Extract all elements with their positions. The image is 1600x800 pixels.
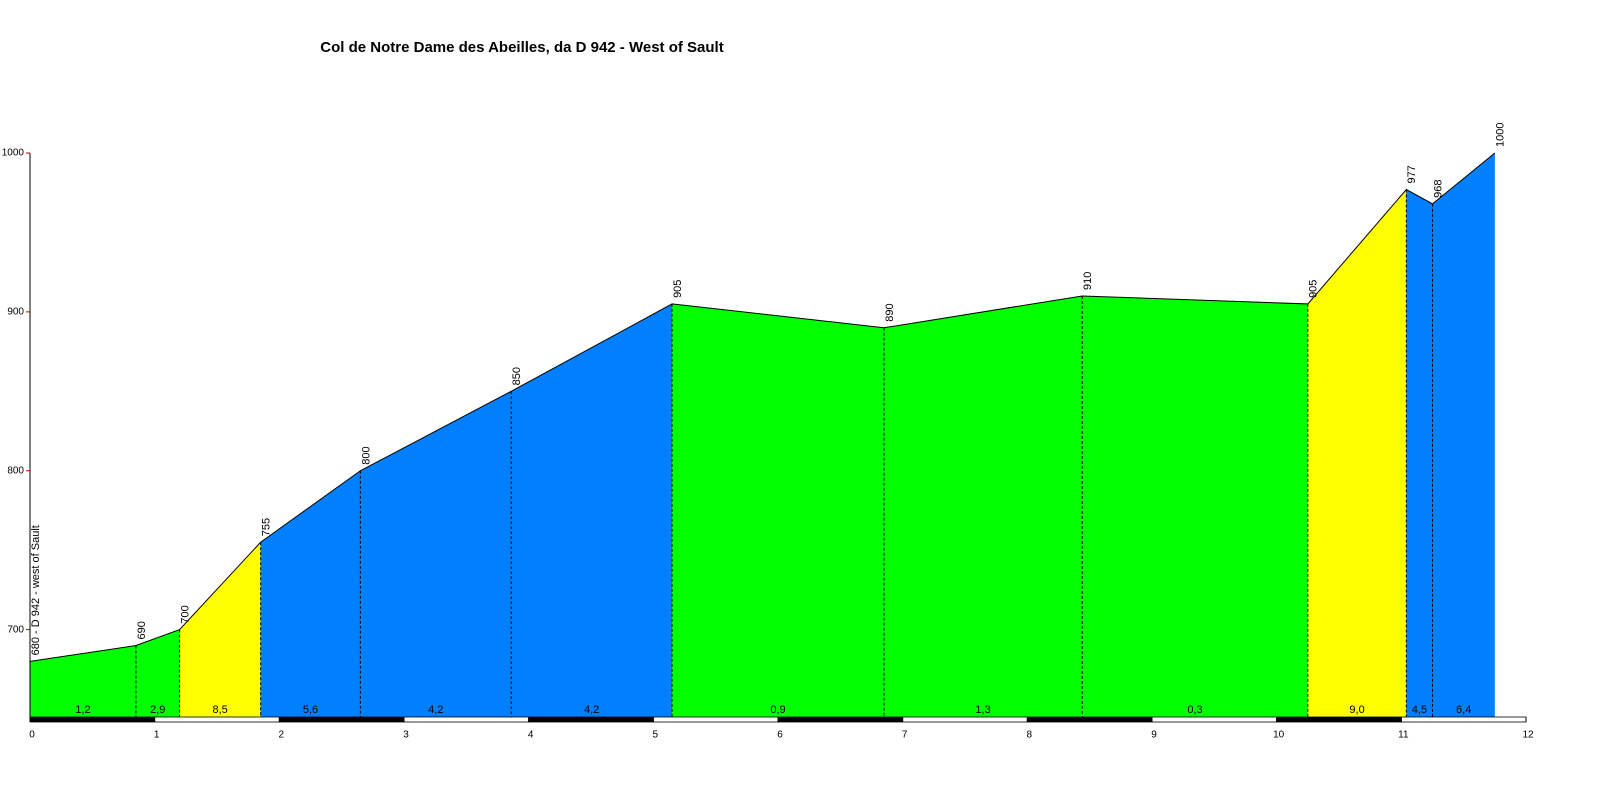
distance-bar [902,716,1028,723]
profile-segment [1432,153,1495,717]
gradient-label: 2,9 [150,704,165,716]
profile-segment [360,391,512,717]
x-tick-label: 5 [653,730,659,741]
point-label: 680 - D 942 - west of Sault [30,525,42,655]
point-label: 910 [1082,272,1094,290]
x-tick-label: 9 [1151,730,1157,741]
gradient-label: 1,3 [975,704,990,716]
gradient-label: 9,0 [1349,704,1364,716]
gradient-label: 6,4 [1456,704,1471,716]
profile-segment [672,303,884,717]
gradient-label: 0,9 [770,704,785,716]
x-tick-label: 6 [777,730,783,741]
y-tick-label: 1000 [2,148,25,159]
point-label: 1000 [1495,123,1507,147]
gradient-label: 1,2 [75,704,90,716]
x-tick-label: 8 [1027,730,1033,741]
y-tick-label: 800 [7,465,24,476]
profile-segment [30,645,136,717]
profile-segment [135,629,180,717]
x-tick-label: 2 [279,730,285,741]
x-tick-label: 0 [29,730,35,741]
chart-title: Col de Notre Dame des Abeilles, da D 942… [320,39,723,56]
point-label: 977 [1406,165,1418,183]
gradient-label: 8,5 [212,704,227,716]
distance-bar [1151,716,1278,723]
profile-segment [511,303,673,717]
distance-bar [403,716,530,723]
distance-bar [1026,716,1153,723]
x-tick-label: 10 [1273,730,1285,741]
point-label: 700 [180,605,192,623]
distance-bar [154,716,280,723]
x-tick-label: 3 [403,730,409,741]
point-label: 690 [136,621,148,639]
point-label: 905 [672,280,684,298]
profile-segment [179,542,261,717]
x-tick-label: 12 [1522,730,1534,741]
x-tick-label: 11 [1398,730,1409,741]
point-label: 968 [1432,179,1444,197]
distance-bar [777,716,904,723]
profile-segment [883,295,1083,717]
point-label: 905 [1308,280,1320,298]
x-tick-label: 4 [528,730,534,741]
point-label: 800 [360,446,372,464]
distance-bar [278,716,405,723]
profile-segment [1307,189,1407,718]
gradient-label: 0,3 [1187,704,1202,716]
gradient-label: 5,6 [303,704,318,716]
profile-segment [1406,189,1433,718]
distance-bar [652,716,779,723]
x-tick-label: 7 [902,730,908,741]
x-tick-label: 1 [154,730,160,741]
gradient-label: 4,2 [428,704,443,716]
gradient-label: 4,2 [584,704,599,716]
distance-bar [528,716,654,723]
y-tick-label: 900 [7,307,24,318]
gradient-label: 4,5 [1412,704,1427,716]
distance-bar [1400,716,1527,723]
point-label: 890 [884,303,896,321]
distance-bar [29,716,156,723]
point-label: 755 [261,518,273,536]
profile-segment [1082,295,1308,717]
point-label: 850 [511,367,523,385]
distance-bar [1276,716,1402,723]
y-tick-label: 700 [7,624,24,635]
profile-segment [260,470,361,717]
